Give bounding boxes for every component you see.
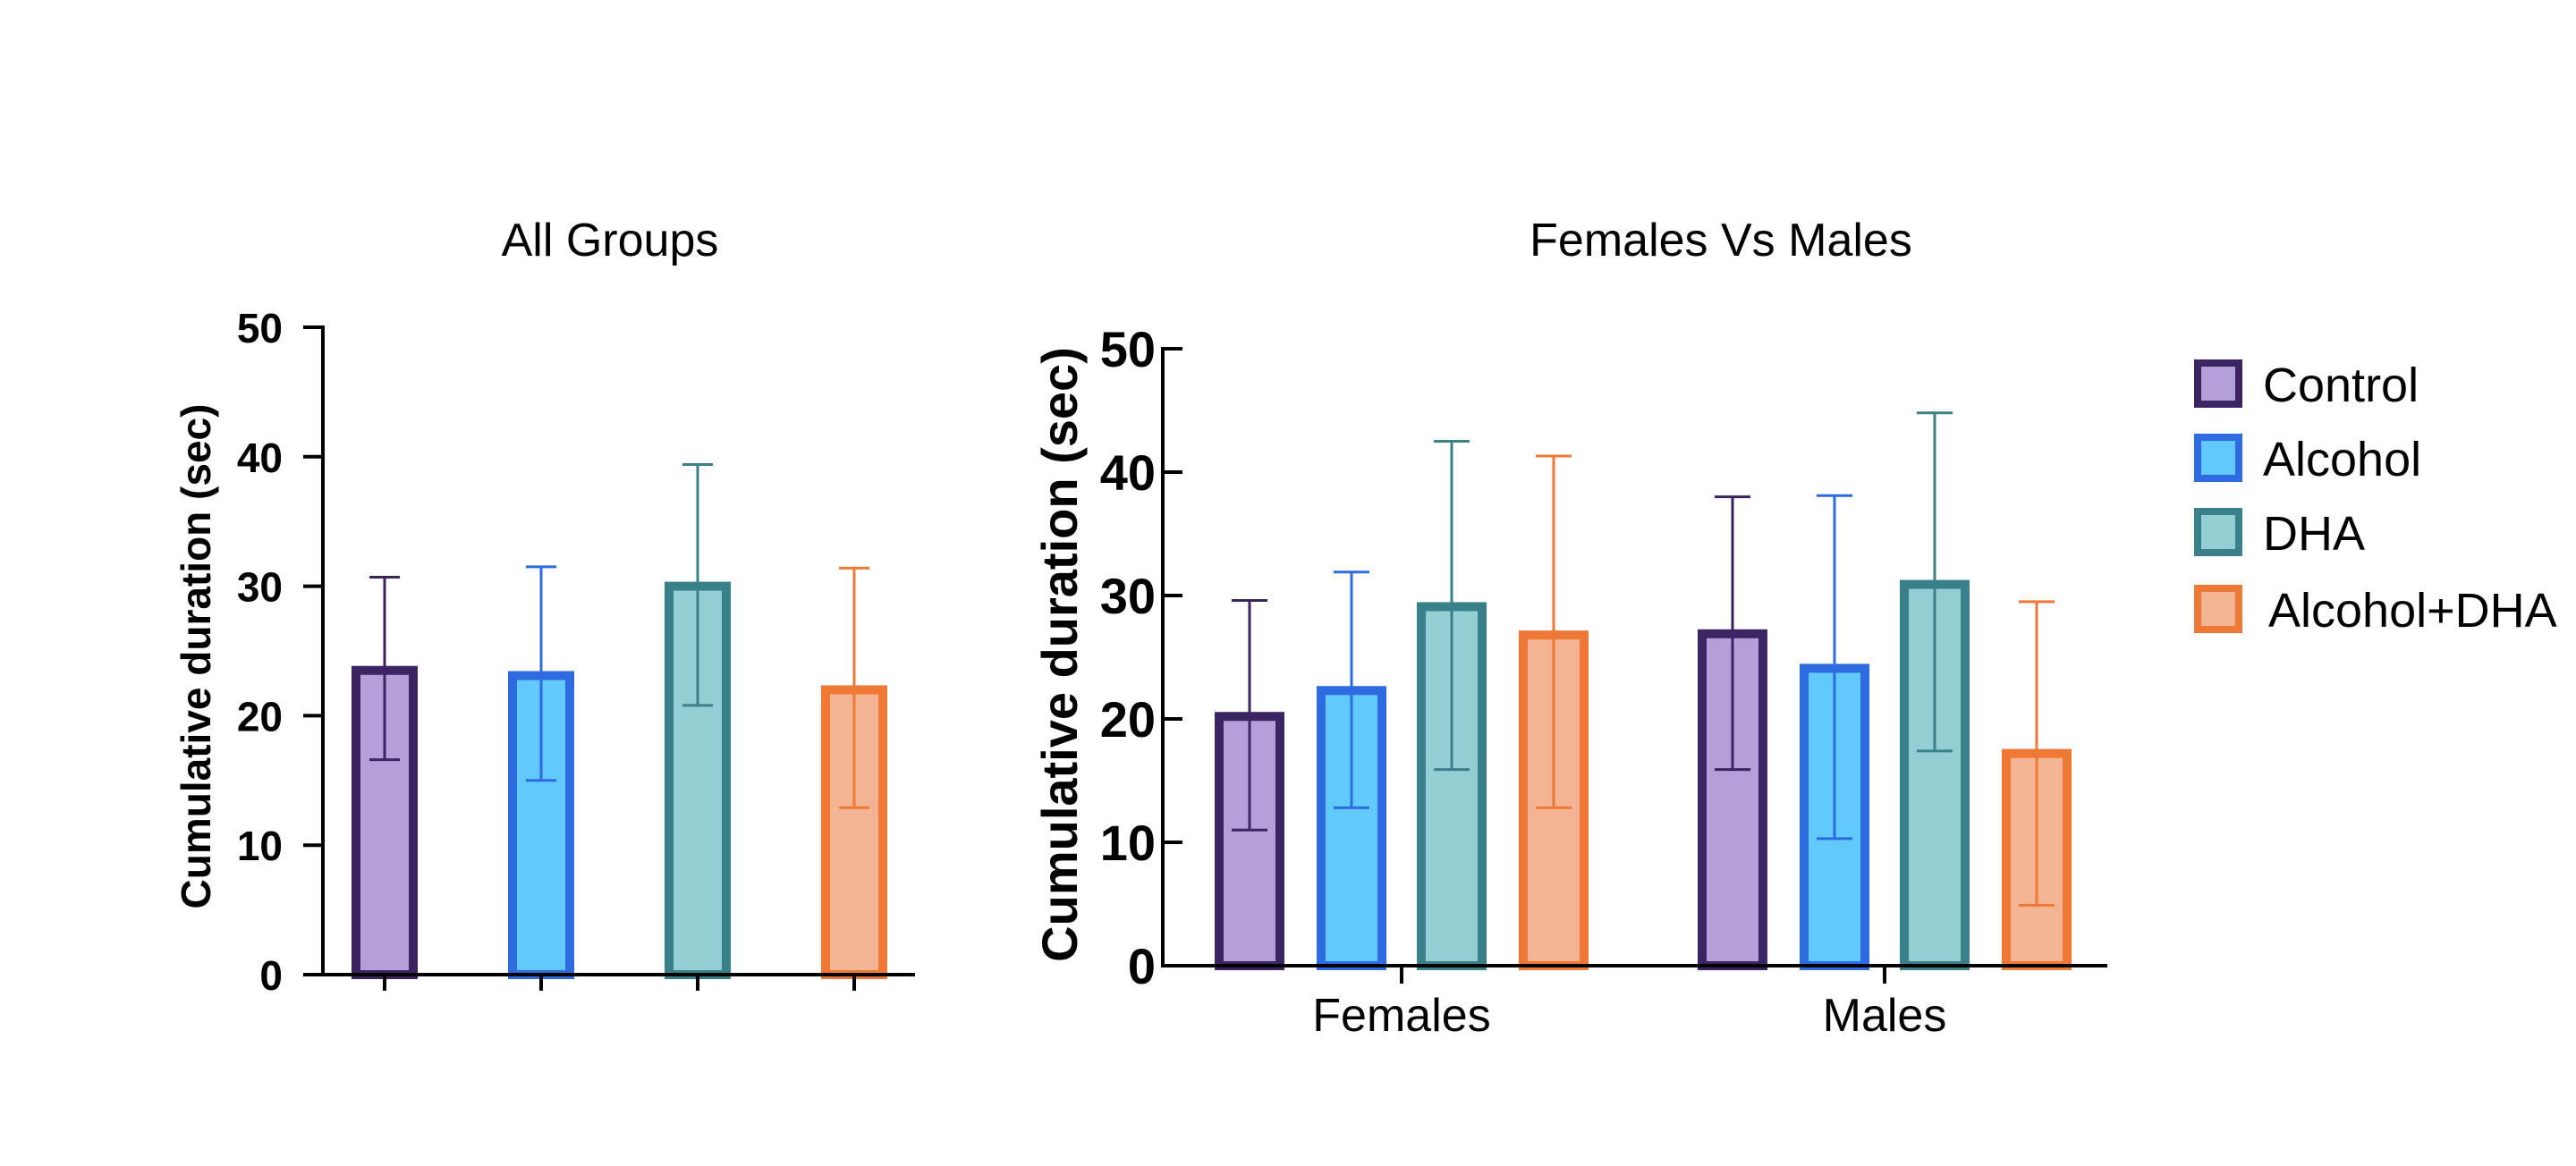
- y-tick-label: 10: [1100, 815, 1156, 871]
- legend-swatch: [2194, 434, 2242, 482]
- legend-label: DHA: [2263, 507, 2365, 561]
- y-tick-label: 30: [1100, 568, 1156, 624]
- bars: [1215, 411, 2072, 971]
- y-axis-label: Cumulative duration (sec): [173, 404, 219, 909]
- legend-label: Control: [2263, 359, 2419, 412]
- y-tick-label: 20: [237, 693, 283, 739]
- y-tick-label: 20: [1100, 691, 1156, 748]
- y-tick-label: 50: [1100, 321, 1156, 377]
- axes: [1161, 347, 2107, 984]
- y-tick-label: 40: [1100, 444, 1156, 501]
- y-tick-label: 0: [259, 952, 283, 999]
- y-tick-label: 50: [237, 305, 283, 351]
- y-tick-labels: 0 10 20 30 40 50: [237, 305, 283, 999]
- y-axis-label: Cumulative duration (sec): [1031, 347, 1088, 962]
- chart-all-groups: All Groups Cumulative duration (sec) 0 10…: [173, 215, 915, 999]
- y-tick-label: 40: [237, 435, 283, 481]
- y-tick-label: 10: [237, 823, 283, 869]
- legend-swatch: [2194, 585, 2242, 633]
- axes: [303, 325, 915, 991]
- y-tick-label: 0: [1128, 938, 1156, 994]
- chart-title: Females Vs Males: [1530, 215, 1912, 266]
- y-tick-labels: 0 10 20 30 40 50: [1100, 321, 1156, 994]
- y-tick-label: 30: [237, 564, 283, 611]
- bars: [352, 462, 887, 980]
- legend-label: Alcohol+DHA: [2268, 584, 2557, 638]
- chart-females-vs-males: Females Vs Males Cumulative duration (se…: [1031, 215, 2107, 1042]
- chart-title: All Groups: [502, 215, 719, 266]
- legend-swatch: [2194, 359, 2242, 408]
- legend-label: Alcohol: [2263, 433, 2421, 486]
- legend: Control Alcohol DHA Alcohol+DHA: [2194, 359, 2557, 638]
- x-tick-label: Males: [1823, 990, 1947, 1042]
- x-tick-labels: Females Males: [1312, 990, 1946, 1042]
- x-tick-label: Females: [1312, 990, 1490, 1042]
- legend-swatch: [2194, 508, 2242, 556]
